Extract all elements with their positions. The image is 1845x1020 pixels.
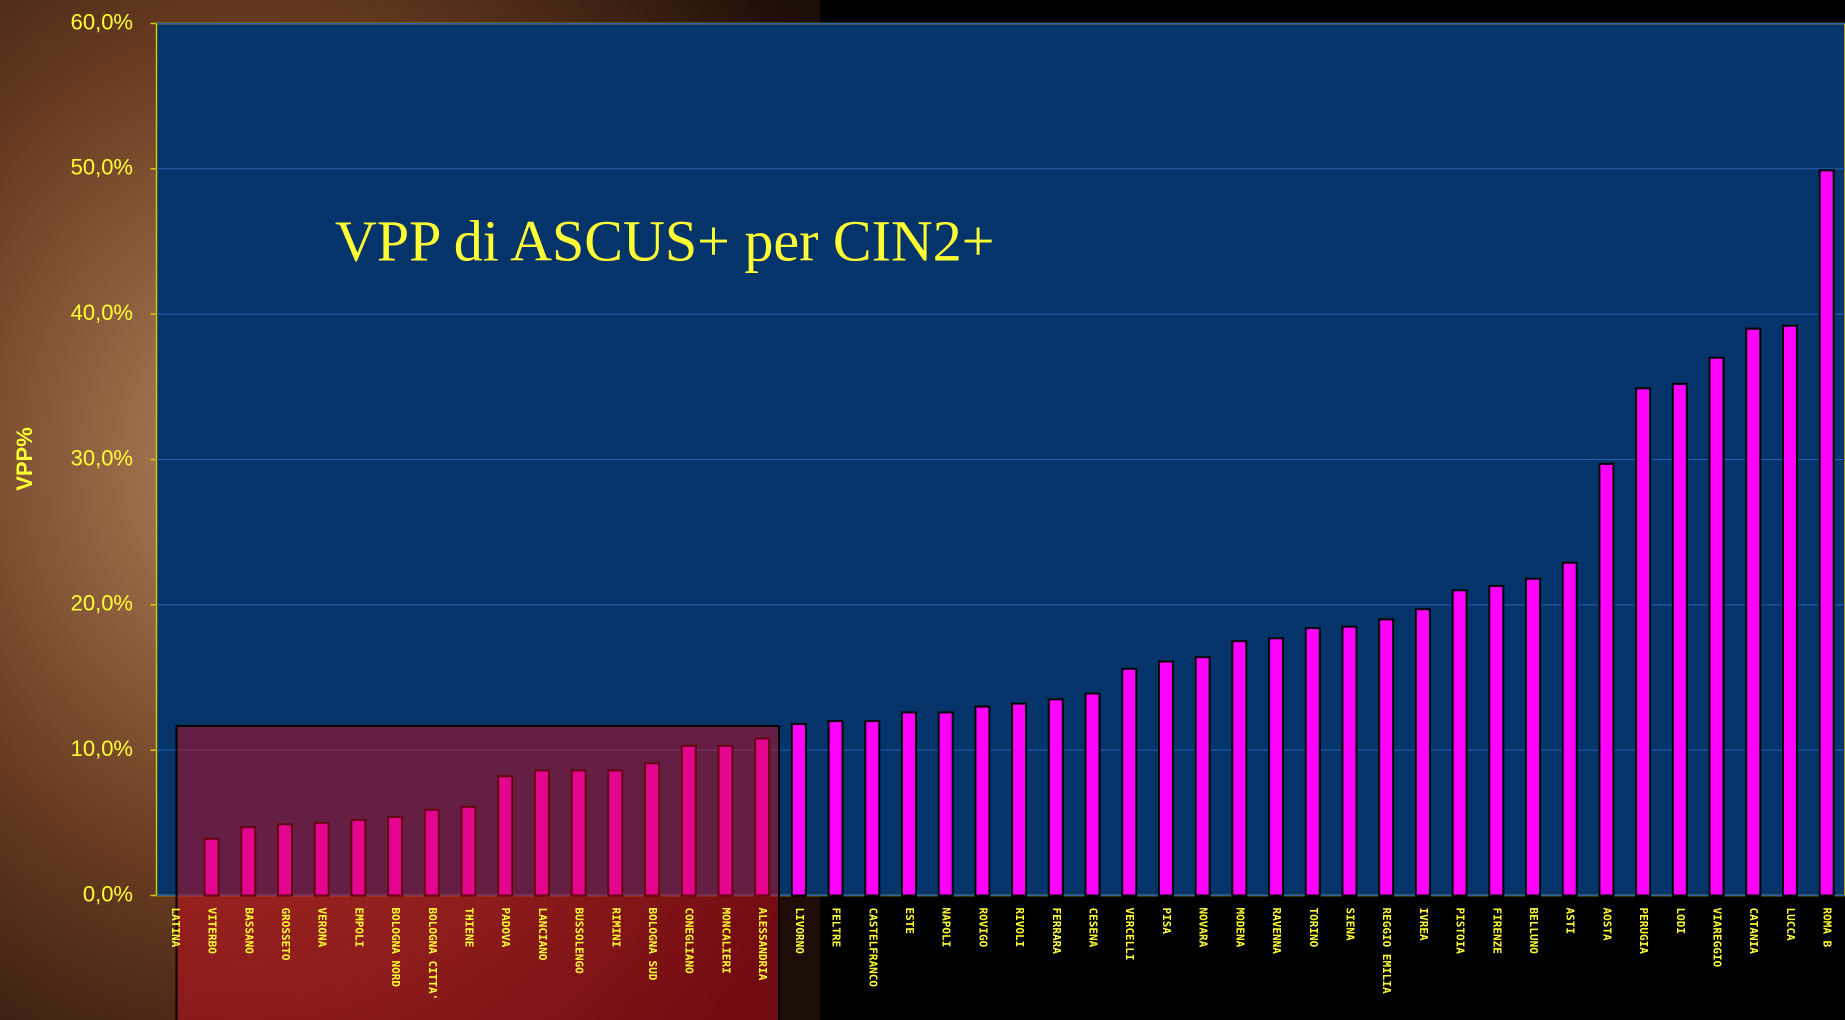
x-tick-label: ESTE <box>903 908 916 935</box>
x-tick-label: ALESSANDRIA <box>756 908 769 981</box>
x-tick-label: IVREA <box>1417 908 1430 941</box>
x-tick-label: PERUGIA <box>1637 908 1650 955</box>
x-tick-label: ASTI <box>1564 908 1577 935</box>
bar <box>974 705 991 897</box>
y-tick-label: 50,0% <box>71 155 133 180</box>
x-tick-label: CESENA <box>1087 908 1100 948</box>
bar <box>1121 667 1138 897</box>
x-tick-label: ROMA B <box>1821 908 1834 948</box>
bar <box>1561 561 1578 897</box>
y-tick-label: 0,0% <box>83 881 133 906</box>
x-tick-label: VERONA <box>316 908 329 948</box>
x-tick-label: MONCALIERI <box>719 908 732 974</box>
bar <box>1378 618 1395 897</box>
x-tick-label: BOLOGNA SUD <box>646 908 659 981</box>
bar <box>1047 698 1064 897</box>
x-tick-label: CONEGLIANO <box>683 908 696 975</box>
x-tick-label: FERRARA <box>1050 908 1063 955</box>
x-tick-label: PISTOIA <box>1454 908 1467 955</box>
x-tick-label: LIVORNO <box>793 908 806 955</box>
bar <box>1635 387 1652 897</box>
bar <box>900 711 917 897</box>
x-tick-label: AOSTA <box>1600 908 1613 941</box>
y-tick-label: 40,0% <box>71 300 133 325</box>
x-tick-label: NOVARA <box>1197 908 1210 948</box>
bar <box>1011 702 1028 897</box>
x-tick-label: LODI <box>1674 908 1687 935</box>
bar <box>1231 640 1248 897</box>
bar <box>1194 656 1211 897</box>
bar <box>1745 327 1762 897</box>
y-tick-label: 60,0% <box>71 9 133 34</box>
x-tick-label: BOLOGNA CITTA' <box>426 908 439 1001</box>
bar <box>1598 462 1615 897</box>
bar <box>1451 589 1468 897</box>
x-tick-label: TORINO <box>1307 908 1320 948</box>
bar <box>1341 625 1358 897</box>
x-tick-label: SIENA <box>1343 908 1356 941</box>
bar <box>1818 169 1835 897</box>
bar <box>1671 382 1688 897</box>
x-tick-label: EMPOLI <box>352 908 365 948</box>
x-tick-label: ROVIGO <box>976 908 989 948</box>
y-axis-label: VPP% <box>12 427 37 491</box>
x-tick-label: VITERBO <box>206 908 219 955</box>
bar <box>827 720 844 897</box>
x-tick-label: THIENE <box>463 908 476 948</box>
labels: 0,0% 10,0% 20,0% 30,0% 40,0% 50,0% 60,0% LATINA… <box>71 9 1834 1000</box>
x-tick-label: PISA <box>1160 908 1173 935</box>
bar <box>1781 324 1798 897</box>
y-tick-label: 10,0% <box>71 736 133 761</box>
bar <box>1708 356 1725 897</box>
bar <box>1084 692 1101 897</box>
y-tick-label: 30,0% <box>71 445 133 470</box>
x-tick-label: PADOVA <box>499 908 512 948</box>
x-tick-label: GROSSETO <box>279 908 292 961</box>
x-tick-label: BOLOGNA NORD <box>389 908 402 988</box>
x-tick-label: NAPOLI <box>940 908 953 948</box>
x-tick-label: FELTRE <box>830 908 843 948</box>
x-tick-label: RIVOLI <box>1013 908 1026 948</box>
bar <box>1304 627 1321 897</box>
x-tick-label: RIMINI <box>609 908 622 948</box>
x-tick-label: BELLUNO <box>1527 908 1540 955</box>
bar <box>1268 637 1285 897</box>
x-tick-label: LATINA <box>169 908 182 948</box>
y-tick-label: 20,0% <box>71 591 133 616</box>
x-tick-label: VIAREGGIO <box>1711 908 1724 968</box>
x-tick-label: CASTELFRANCO <box>866 908 879 988</box>
bar <box>1524 577 1541 897</box>
bar <box>937 711 954 897</box>
bar <box>1414 608 1431 897</box>
highlight-box <box>175 725 780 1020</box>
x-tick-label: REGGIO EMILIA <box>1380 908 1393 994</box>
bar <box>1157 660 1174 897</box>
x-tick-label: VERCELLI <box>1123 908 1136 961</box>
x-tick-label: LUCCA <box>1784 908 1797 941</box>
x-tick-label: LANCIANO <box>536 908 549 961</box>
bar <box>864 720 881 897</box>
x-tick-label: BASSANO <box>242 908 255 955</box>
chart-title: VPP di ASCUS+ per CIN2+ <box>335 208 995 273</box>
x-tick-label: MODENA <box>1233 908 1246 948</box>
x-tick-label: RAVENNA <box>1270 908 1283 955</box>
x-tick-label: BUSSOLENGO <box>573 908 586 975</box>
bars <box>203 169 1835 897</box>
x-tick-label: FIRENZE <box>1490 908 1503 954</box>
bar <box>1488 584 1505 897</box>
x-tick-label: CATANIA <box>1747 908 1760 955</box>
bar <box>790 723 807 897</box>
